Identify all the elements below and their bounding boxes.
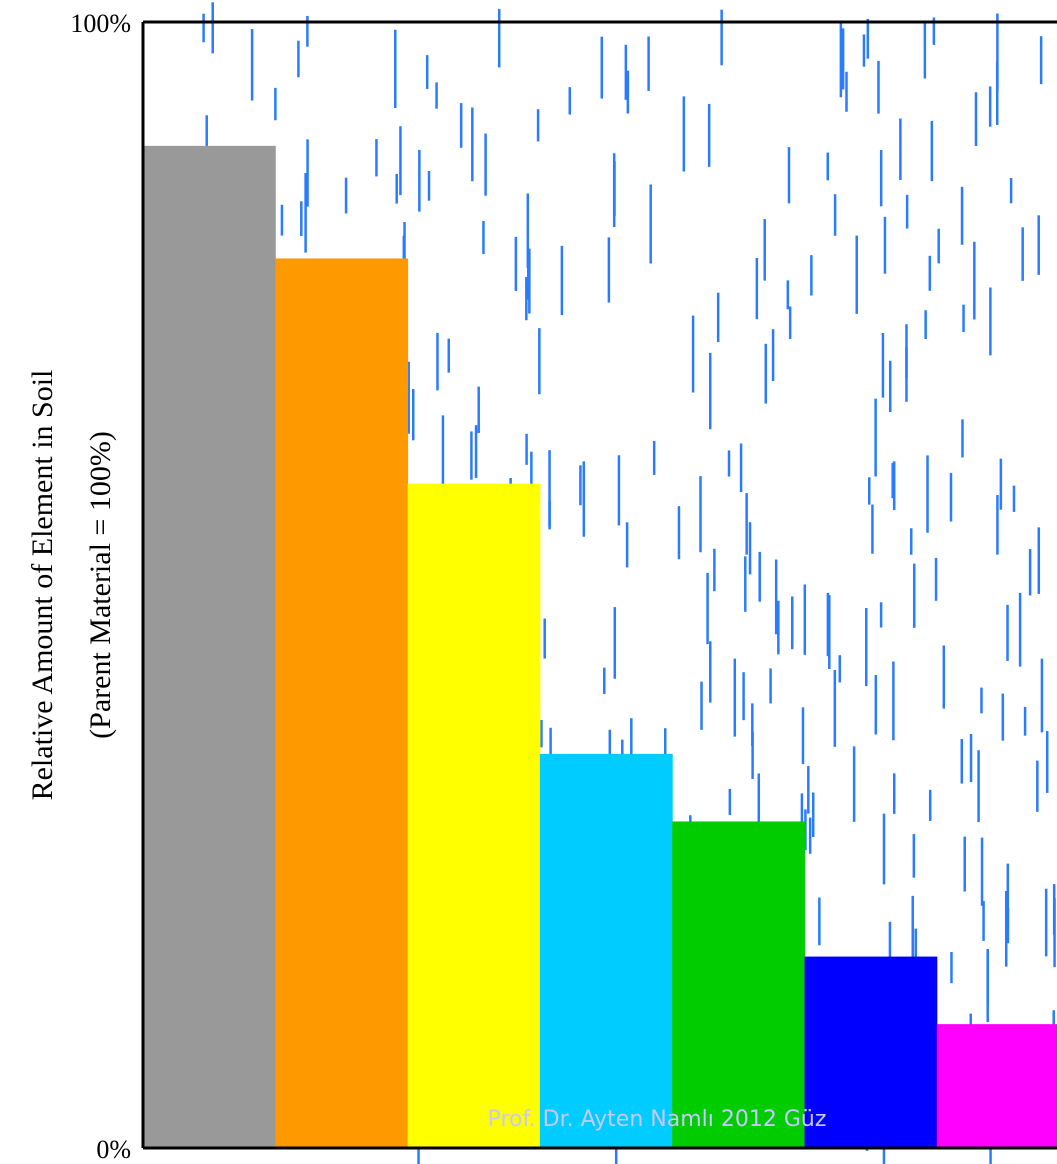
bar xyxy=(143,146,276,1148)
y-axis-label: (Parent Material = 100%) xyxy=(84,431,117,739)
bar xyxy=(540,754,673,1148)
y-tick-label: 0% xyxy=(96,1135,131,1164)
bar xyxy=(937,1024,1057,1148)
bars xyxy=(143,146,1057,1148)
bar xyxy=(672,821,805,1148)
chart: Relative Amount of Element in Soil (Pare… xyxy=(0,0,1057,1164)
bar xyxy=(275,258,408,1148)
bar xyxy=(408,484,541,1148)
watermark: Prof. Dr. Ayten Namlı 2012 Güz xyxy=(488,1107,827,1132)
y-axis-label: Relative Amount of Element in Soil xyxy=(26,370,59,801)
y-tick-label: 100% xyxy=(70,9,131,38)
